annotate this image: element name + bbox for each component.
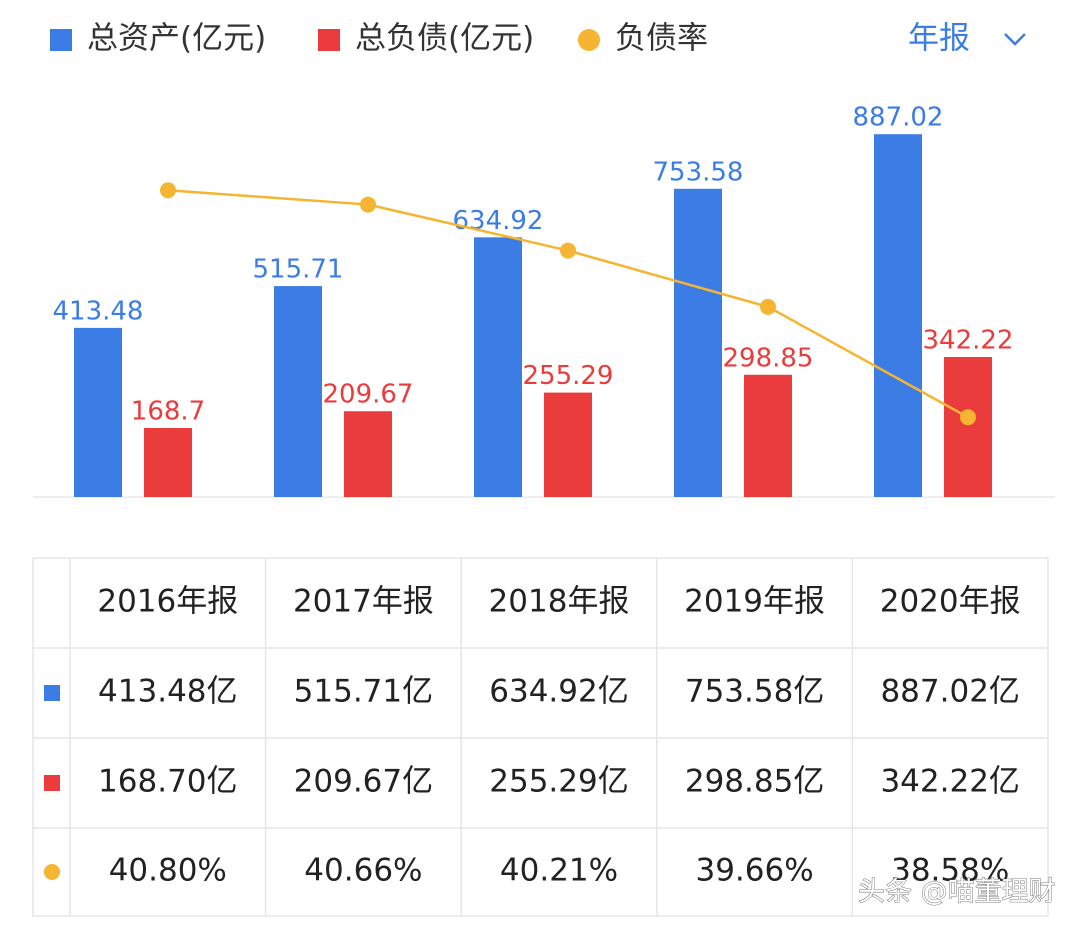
- table-cell: 168.70亿: [98, 764, 237, 800]
- table-cell: 255.29亿: [489, 764, 628, 800]
- bar: [144, 428, 192, 497]
- table-cell: 887.02亿: [880, 674, 1019, 710]
- bar-value-label: 634.92: [453, 206, 544, 236]
- table-frame: [32, 557, 1049, 917]
- table-row-marker: [44, 864, 60, 880]
- bar: [944, 357, 992, 497]
- table-header-cell: 2020年报: [880, 584, 1021, 620]
- legend-label: 总资产(亿元): [87, 21, 266, 57]
- table-header-cell: 2018年报: [489, 584, 630, 620]
- bar: [474, 237, 522, 497]
- table-cell: 342.22亿: [880, 764, 1019, 800]
- watermark: 头条 @喵董理财: [858, 877, 1056, 908]
- ratio-point: [760, 298, 776, 315]
- bar-value-label: 209.67: [323, 380, 414, 410]
- legend-label: 总负债(亿元): [355, 21, 534, 57]
- bar: [344, 411, 392, 497]
- bar: [674, 188, 722, 498]
- bar-value-label: 255.29: [523, 361, 614, 391]
- ratio-point: [560, 242, 576, 259]
- table-cell: 298.85亿: [685, 764, 824, 800]
- table-header-cell: 2016年报: [97, 584, 238, 620]
- bar: [544, 392, 592, 497]
- table-cell: 40.80%: [109, 853, 227, 889]
- ratio-point: [160, 182, 176, 199]
- table-cell: 39.66%: [695, 853, 813, 889]
- bar-value-label: 753.58: [653, 157, 744, 187]
- legend-marker: [578, 29, 600, 51]
- bar-value-label: 168.7: [131, 397, 205, 427]
- bar: [74, 327, 122, 497]
- table-cell: 753.58亿: [685, 674, 824, 710]
- bar-value-label: 342.22: [923, 326, 1014, 356]
- legend-marker: [50, 29, 72, 51]
- table-cell: 40.66%: [304, 853, 422, 889]
- table-row-marker: [44, 775, 60, 791]
- table-cell: 634.92亿: [489, 674, 628, 710]
- table-cell: 40.21%: [500, 853, 618, 889]
- table-row-marker: [44, 685, 60, 701]
- dropdown-chevron[interactable]: [1004, 33, 1026, 46]
- bar-value-label: 298.85: [723, 343, 814, 373]
- period-selector[interactable]: 年报: [908, 21, 970, 57]
- ratio-point: [960, 409, 976, 426]
- table-cell: 209.67亿: [294, 764, 433, 800]
- bar-value-label: 887.02: [853, 103, 944, 133]
- bar-value-label: 515.71: [253, 255, 344, 285]
- table-header-cell: 2019年报: [684, 584, 825, 620]
- table-header-cell: 2017年报: [293, 584, 434, 620]
- bar: [274, 286, 322, 497]
- legend-marker: [318, 29, 340, 51]
- bar: [874, 134, 922, 498]
- table-cell: 515.71亿: [294, 674, 433, 710]
- table-cell: 38.58%: [891, 853, 1009, 889]
- table-cell: 413.48亿: [98, 674, 237, 710]
- ratio-point: [360, 196, 376, 213]
- bar-value-label: 413.48: [53, 296, 144, 326]
- legend-label: 负债率: [615, 21, 708, 57]
- bar: [744, 374, 792, 497]
